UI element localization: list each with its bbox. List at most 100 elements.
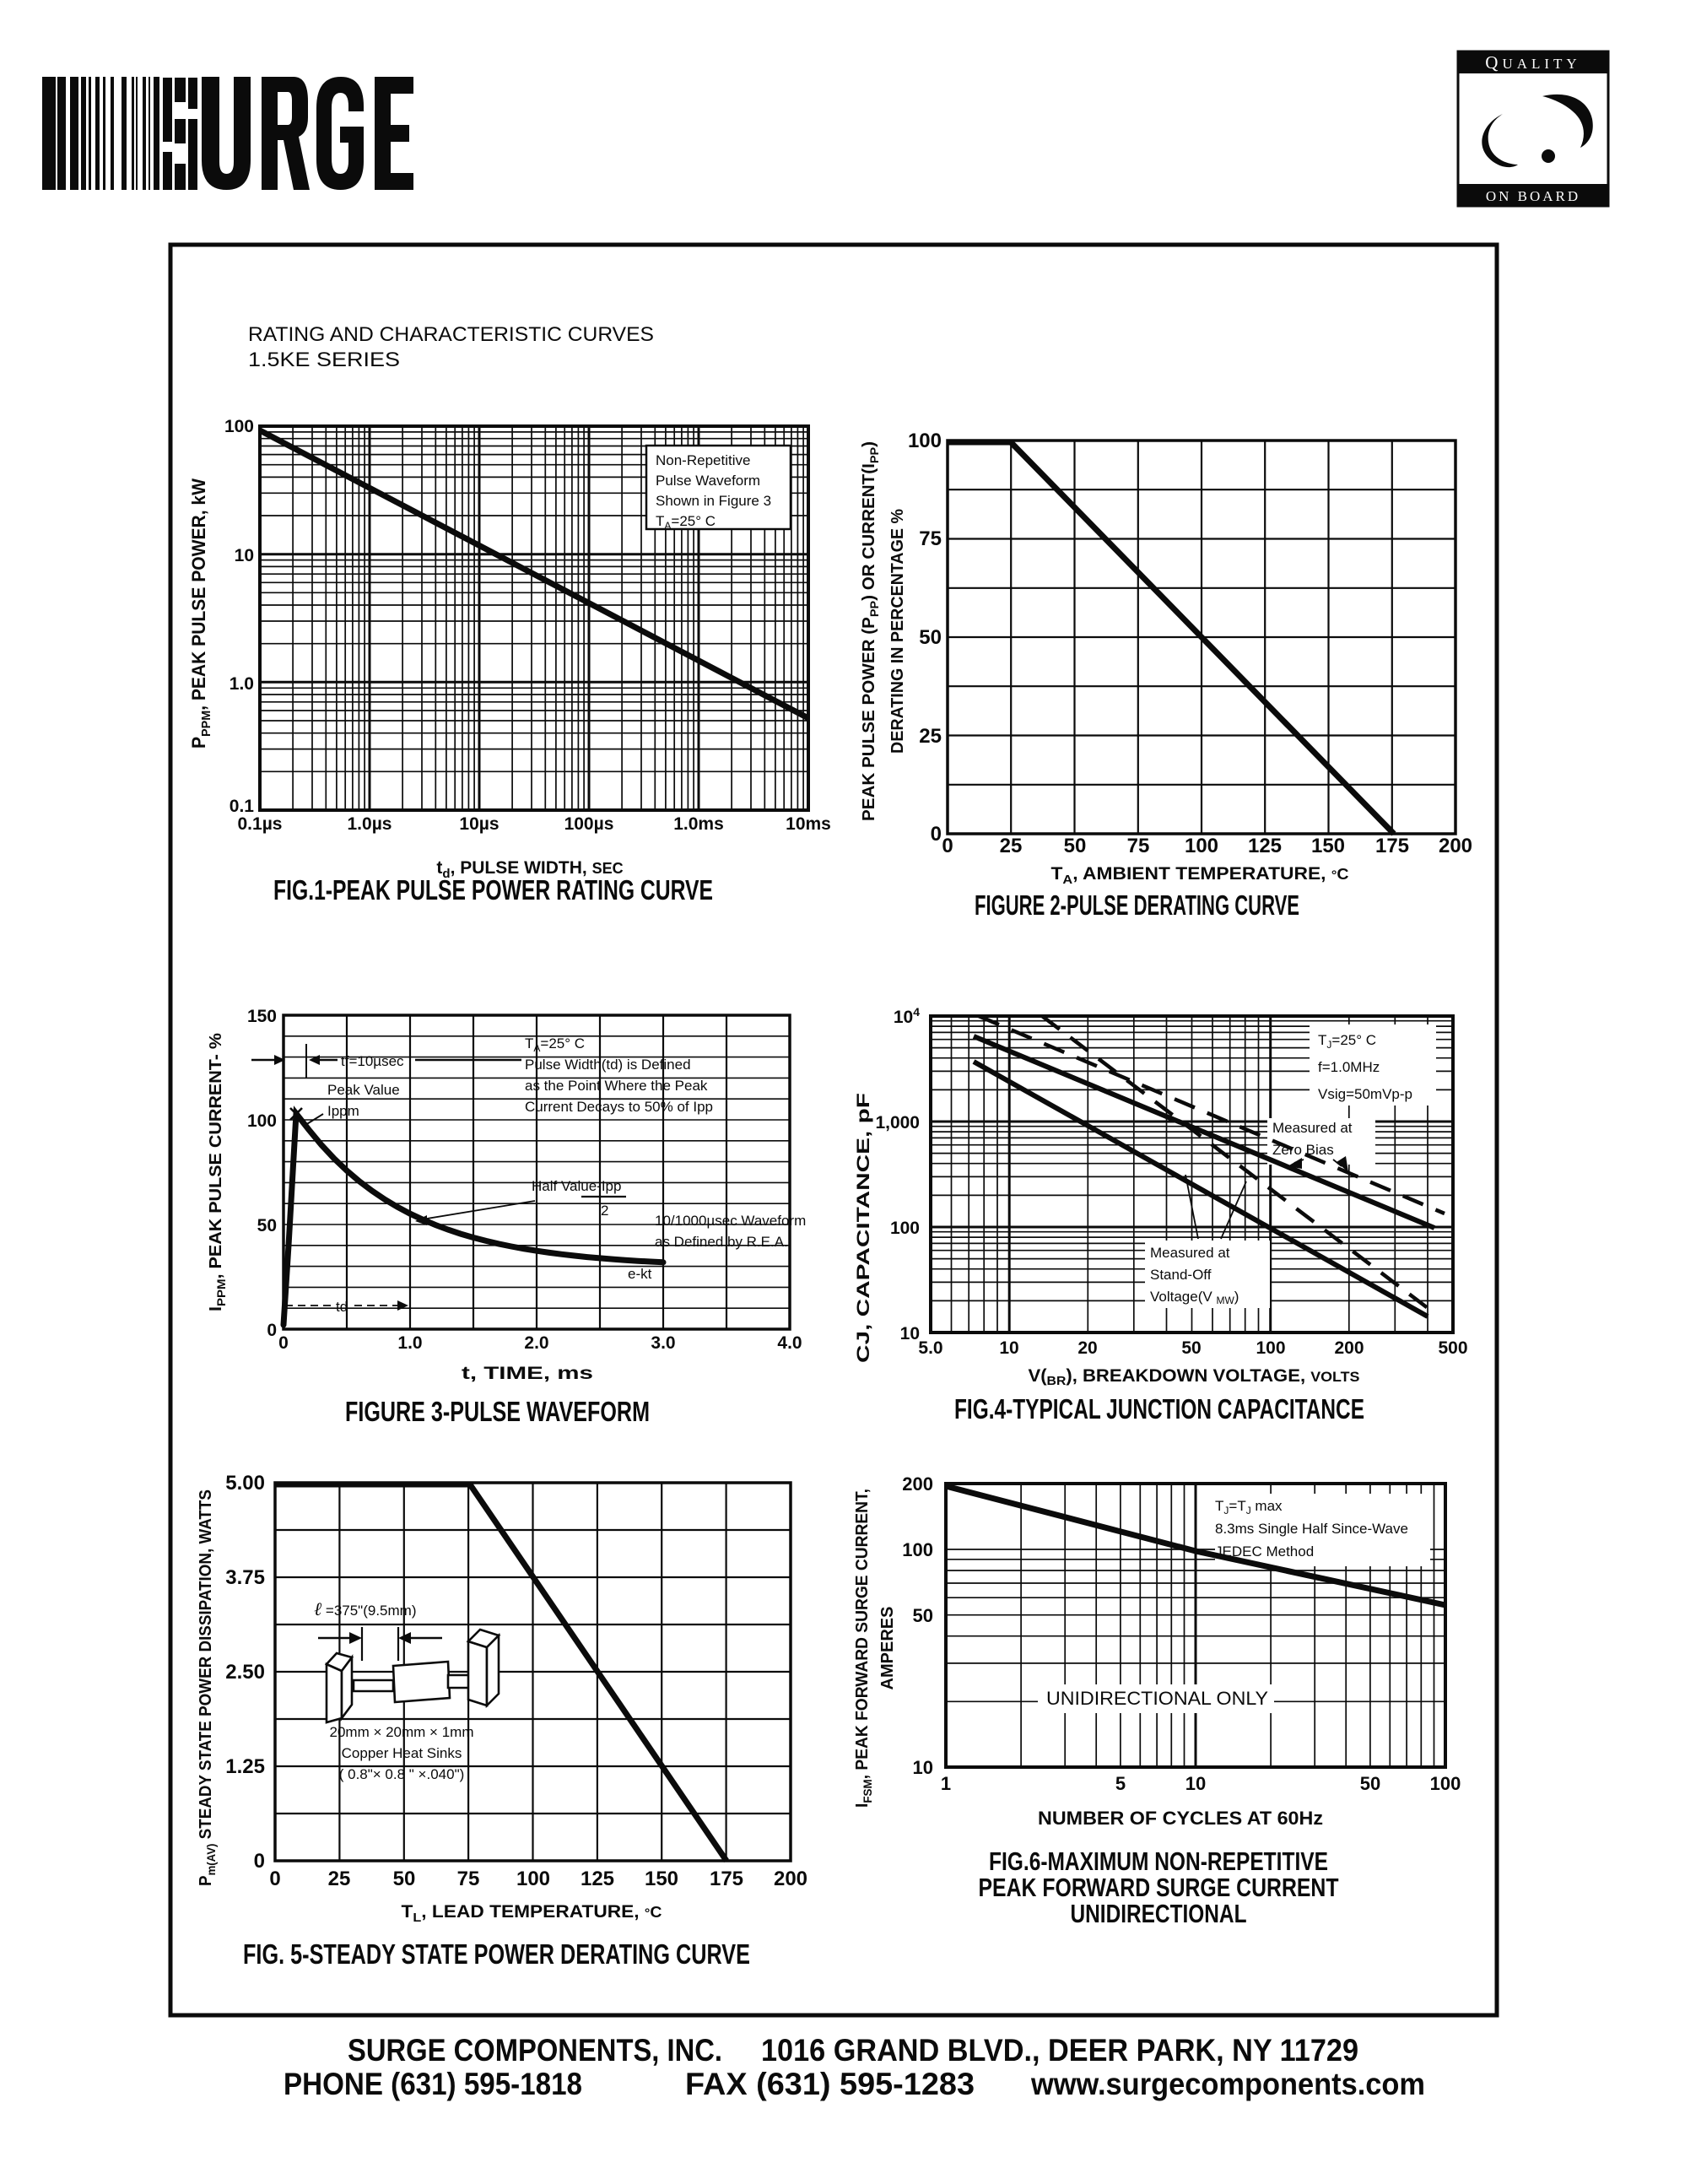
- svg-text:td: td: [336, 1299, 348, 1315]
- svg-text:10: 10: [913, 1757, 933, 1778]
- svg-text:200: 200: [1334, 1338, 1364, 1358]
- svg-text:0.1µs: 0.1µs: [238, 814, 283, 834]
- svg-text:100: 100: [247, 1111, 277, 1131]
- svg-text:175: 175: [710, 1868, 743, 1890]
- svg-text:150: 150: [1311, 835, 1345, 857]
- svg-text:104: 104: [894, 1005, 920, 1027]
- svg-text:TA=25° C: TA=25° C: [656, 513, 716, 532]
- svg-text:125: 125: [581, 1868, 614, 1890]
- svg-text:1016 GRAND BLVD., DEER PARK, N: 1016 GRAND BLVD., DEER PARK, NY 11729: [761, 2033, 1358, 2068]
- svg-text:150: 150: [645, 1868, 678, 1890]
- svg-text:10: 10: [999, 1338, 1018, 1358]
- svg-text:2.0: 2.0: [524, 1333, 548, 1353]
- svg-text:0: 0: [269, 1868, 280, 1890]
- svg-text:20mm × 20mm × 1mm: 20mm × 20mm × 1mm: [330, 1724, 474, 1740]
- svg-text:50: 50: [393, 1868, 416, 1890]
- svg-text:0: 0: [931, 823, 942, 846]
- svg-text:75: 75: [919, 527, 942, 550]
- svg-text:50: 50: [913, 1605, 933, 1626]
- svg-text:IPPM, PEAK PULSE CURRENT- %: IPPM, PEAK PULSE CURRENT- %: [207, 1033, 228, 1311]
- svg-text:0: 0: [942, 835, 953, 857]
- svg-text:2: 2: [601, 1203, 608, 1219]
- svg-text:t, TIME, ms: t, TIME, ms: [462, 1364, 593, 1383]
- svg-text:Pm(AV) STEADY STATE POWER DISS: Pm(AV) STEADY STATE POWER DISSIPATION, W…: [197, 1489, 218, 1886]
- svg-text:SURGE COMPONENTS, INC.: SURGE COMPONENTS, INC.: [348, 2033, 722, 2068]
- svg-text:1,000: 1,000: [875, 1113, 920, 1133]
- svg-text:ON BOARD: ON BOARD: [1486, 188, 1580, 204]
- svg-text:RATING AND CHARACTERISTIC CURV: RATING AND CHARACTERISTIC CURVES: [248, 323, 654, 346]
- svg-text:FIG. 5-STEADY STATE POWER DERA: FIG. 5-STEADY STATE POWER DERATING CURVE: [243, 1938, 750, 1970]
- svg-text:500: 500: [1438, 1338, 1467, 1358]
- svg-text:25: 25: [919, 725, 942, 748]
- svg-text:10µs: 10µs: [459, 814, 499, 834]
- svg-text:5.00: 5.00: [225, 1472, 265, 1495]
- svg-text:1.0: 1.0: [230, 674, 254, 694]
- svg-text:1: 1: [941, 1773, 951, 1794]
- svg-text:NUMBER OF CYCLES AT 60Hz: NUMBER OF CYCLES AT 60Hz: [1038, 1808, 1323, 1829]
- svg-text:100: 100: [1256, 1338, 1285, 1358]
- svg-text:e-kt: e-kt: [628, 1266, 652, 1282]
- svg-text:FIGURE 2-PULSE DERATING CURVE: FIGURE 2-PULSE DERATING CURVE: [975, 889, 1299, 921]
- svg-text:( 0.8"× 0.8 " ×.040"): ( 0.8"× 0.8 " ×.040"): [339, 1766, 465, 1782]
- svg-text:100: 100: [1430, 1773, 1461, 1794]
- svg-text:Ippm: Ippm: [327, 1103, 359, 1119]
- svg-text:0: 0: [278, 1333, 289, 1353]
- svg-text:1.5KE SERIES: 1.5KE SERIES: [248, 349, 400, 371]
- svg-text:JEDEC Method: JEDEC Method: [1215, 1543, 1314, 1560]
- svg-text:Pulse Width(td) is Defined: Pulse Width(td) is Defined: [525, 1057, 691, 1073]
- svg-text:QUALITY: QUALITY: [1485, 52, 1580, 73]
- svg-text:75: 75: [1127, 835, 1150, 857]
- svg-text:DERATING IN PERCENTAGE %: DERATING IN PERCENTAGE %: [888, 509, 907, 754]
- svg-text:UNIDIRECTIONAL ONLY: UNIDIRECTIONAL ONLY: [1046, 1688, 1268, 1709]
- svg-text:AMPERES: AMPERES: [878, 1607, 897, 1690]
- svg-text:125: 125: [1248, 835, 1282, 857]
- svg-text:Stand-Off: Stand-Off: [1150, 1267, 1212, 1283]
- svg-text:Pulse Waveform: Pulse Waveform: [656, 473, 760, 489]
- svg-text:1.0: 1.0: [397, 1333, 422, 1353]
- svg-text:PEAK PULSE POWER (PPP) OR CURR: PEAK PULSE POWER (PPP) OR CURRENT(IPP): [860, 441, 881, 821]
- svg-text:100: 100: [908, 430, 942, 452]
- svg-text:tf=10µsec: tf=10µsec: [341, 1053, 404, 1069]
- svg-text:Zero Bias: Zero Bias: [1272, 1142, 1334, 1158]
- svg-text:10: 10: [900, 1324, 920, 1343]
- svg-text:50: 50: [919, 626, 942, 649]
- svg-text:FAX (631) 595-1283: FAX (631) 595-1283: [685, 2067, 975, 2101]
- svg-text:as the Point Where the Peak: as the Point Where the Peak: [525, 1078, 708, 1094]
- svg-text:75: 75: [457, 1868, 480, 1890]
- svg-text:2.50: 2.50: [225, 1661, 265, 1684]
- svg-text:TJ=TJ max: TJ=TJ max: [1215, 1498, 1283, 1516]
- svg-text:TA=25° C: TA=25° C: [525, 1035, 585, 1054]
- svg-text:0.1: 0.1: [230, 797, 255, 816]
- svg-text:200: 200: [1439, 835, 1472, 857]
- svg-text:50: 50: [1360, 1773, 1380, 1794]
- svg-text:PHONE (631) 595-1818: PHONE (631) 595-1818: [284, 2067, 582, 2101]
- svg-text:10: 10: [235, 546, 254, 565]
- svg-text:FIG.1-PEAK PULSE POWER RATING: FIG.1-PEAK PULSE POWER RATING CURVE: [273, 874, 713, 905]
- svg-text:IFSM, PEAK FORWARD SURGE CURRE: IFSM, PEAK FORWARD SURGE CURRENT,: [853, 1489, 874, 1808]
- svg-text:25: 25: [1000, 835, 1023, 857]
- svg-text:Non-Repetitive: Non-Repetitive: [656, 452, 750, 468]
- svg-text:Half Value-Ipp: Half Value-Ipp: [532, 1178, 621, 1194]
- svg-text:5.0: 5.0: [918, 1338, 942, 1358]
- svg-text:50: 50: [1064, 835, 1087, 857]
- svg-text:50: 50: [257, 1216, 277, 1235]
- svg-text:10: 10: [1185, 1773, 1206, 1794]
- svg-text:200: 200: [774, 1868, 807, 1890]
- svg-text:50: 50: [1181, 1338, 1201, 1358]
- svg-text:FIGURE 3-PULSE WAVEFORM: FIGURE 3-PULSE WAVEFORM: [345, 1396, 650, 1427]
- svg-text:100: 100: [1185, 835, 1218, 857]
- svg-text:Measured at: Measured at: [1150, 1245, 1230, 1261]
- svg-text:200: 200: [902, 1473, 933, 1495]
- svg-text:TL, LEAD TEMPERATURE, °C: TL, LEAD TEMPERATURE, °C: [402, 1902, 662, 1925]
- svg-text:Shown in Figure 3: Shown in Figure 3: [656, 493, 771, 509]
- svg-text:CJ, CAPACITANCE, pF: CJ, CAPACITANCE, pF: [854, 1093, 873, 1363]
- svg-text:3.75: 3.75: [225, 1566, 265, 1589]
- svg-text:1.0ms: 1.0ms: [673, 814, 724, 834]
- svg-text:100: 100: [516, 1868, 550, 1890]
- svg-text:FIG.4-TYPICAL JUNCTION CAPACIT: FIG.4-TYPICAL JUNCTION CAPACITANCE: [954, 1393, 1364, 1424]
- svg-text:ℓ =375"(9.5mm): ℓ =375"(9.5mm): [314, 1598, 417, 1619]
- svg-text:175: 175: [1375, 835, 1409, 857]
- svg-text:www.surgecomponents.com: www.surgecomponents.com: [1030, 2067, 1425, 2101]
- svg-text:100µs: 100µs: [564, 814, 614, 834]
- svg-text:5: 5: [1115, 1773, 1126, 1794]
